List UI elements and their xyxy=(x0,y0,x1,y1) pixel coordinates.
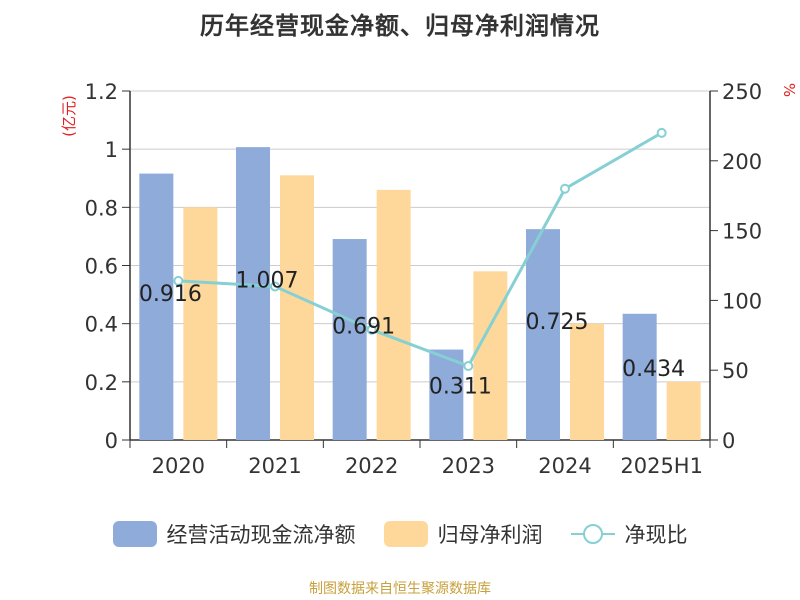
data-label-cash: 0.725 xyxy=(526,310,589,335)
data-label-cash: 0.916 xyxy=(139,282,202,307)
legend-label-cash: 经营活动现金流净额 xyxy=(166,523,356,547)
x-tick-label: 2022 xyxy=(345,454,398,478)
y-right-tick-label: 50 xyxy=(722,359,749,383)
bar-profit xyxy=(473,271,508,440)
y-right-unit-label: % xyxy=(780,83,798,97)
y-right-tick-label: 100 xyxy=(722,289,762,313)
bar-profit xyxy=(280,175,314,440)
point-ratio xyxy=(463,361,474,372)
legend-swatch-profit xyxy=(383,521,428,547)
legend-label-profit: 归母净利润 xyxy=(437,523,543,547)
y-right-tick-label: 250 xyxy=(722,80,762,104)
y-left-tick-label: 0 xyxy=(105,429,118,453)
point-ratio xyxy=(173,275,184,286)
bar-cash xyxy=(429,349,464,440)
point-ratio xyxy=(366,324,377,335)
y-left-tick-label: 0.4 xyxy=(85,313,118,337)
y-right-tick-label: 150 xyxy=(722,220,762,244)
bar-profit xyxy=(570,323,604,440)
data-label-cash: 0.311 xyxy=(429,374,492,399)
bar-profit xyxy=(666,381,701,440)
y-left-tick-label: 0.6 xyxy=(85,255,118,279)
y-left-tick-label: 1 xyxy=(105,138,118,162)
y-left-tick-label: 1.2 xyxy=(85,80,118,104)
legend-label-ratio: 净现比 xyxy=(624,523,688,547)
legend-item-ratio[interactable]: 净现比 xyxy=(570,519,688,549)
bar-cash xyxy=(236,147,270,440)
bar-profit xyxy=(183,207,218,440)
source-note: 制图数据来自恒生聚源数据库 xyxy=(309,581,491,597)
point-ratio xyxy=(656,127,667,138)
data-label-cash: 0.691 xyxy=(332,315,395,340)
y-left-tick-label: 0.2 xyxy=(85,371,118,395)
y-right-tick-label: 200 xyxy=(722,150,762,174)
bar-cash xyxy=(332,239,367,440)
x-tick-label: 2024 xyxy=(538,454,591,478)
point-ratio xyxy=(270,281,280,292)
legend-item-cash[interactable]: 经营活动现金流净额 xyxy=(112,519,356,549)
x-tick-label: 2023 xyxy=(442,454,495,478)
bar-cash xyxy=(622,313,657,440)
x-tick-label: 2021 xyxy=(248,454,301,478)
x-tick-label: 2020 xyxy=(152,454,205,478)
point-ratio xyxy=(560,183,570,194)
y-right-tick-label: 0 xyxy=(722,429,735,453)
legend-swatch-ratio xyxy=(570,521,615,547)
legend-swatch-cash xyxy=(112,521,157,547)
line-ratio xyxy=(178,131,663,368)
bar-cash xyxy=(526,229,560,440)
chart-legend: 经营活动现金流净额 归母净利润 净现比 xyxy=(0,514,800,554)
x-tick-label: 2025H1 xyxy=(620,454,703,478)
data-label-cash: 0.434 xyxy=(622,357,685,382)
chart-title: 历年经营现金净额、归母净利润情况 xyxy=(200,12,600,40)
y-left-tick-label: 0.8 xyxy=(85,196,118,220)
y-left-unit-label: (亿元) xyxy=(60,95,78,137)
bar-cash xyxy=(139,173,174,440)
bar-profit xyxy=(376,189,411,440)
data-label-cash: 1.007 xyxy=(236,269,299,294)
legend-item-profit[interactable]: 归母净利润 xyxy=(383,519,543,549)
